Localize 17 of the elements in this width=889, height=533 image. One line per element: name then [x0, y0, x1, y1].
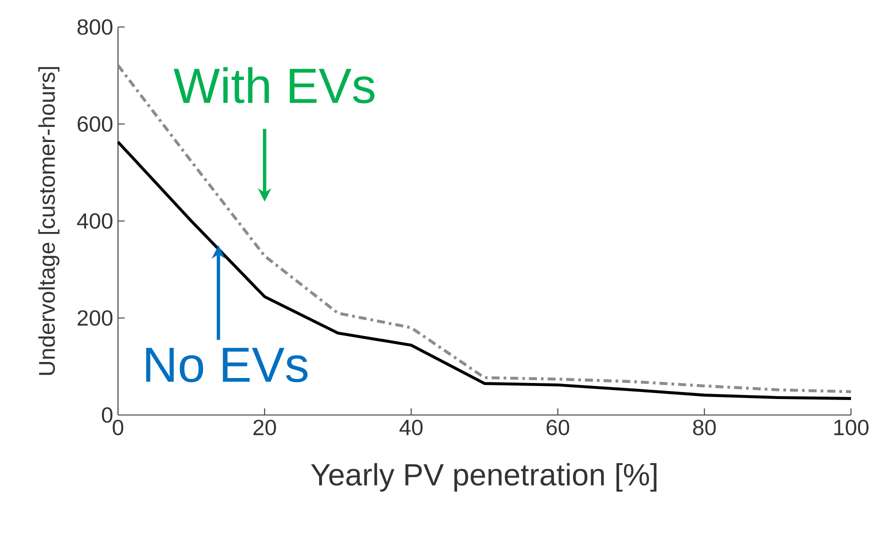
x-tick-label: 60	[546, 420, 570, 436]
x-tick-label: 20	[253, 420, 276, 436]
y-tick-label: 800	[78, 19, 112, 35]
x-tick-label: 40	[399, 420, 423, 436]
x-tick-label: 80	[693, 420, 716, 436]
x-axis-title: Yearly PV penetration [%]	[311, 463, 656, 492]
y-tick-label: 0	[102, 407, 112, 423]
x-tick-label: 100	[834, 420, 868, 436]
y-tick-label: 200	[78, 310, 112, 326]
y-tick-label: 600	[78, 116, 112, 132]
line-series	[116, 140, 852, 400]
series-label: No EVs	[146, 348, 308, 382]
x-tick-label: 0	[112, 420, 124, 436]
line-series	[116, 64, 852, 394]
y-tick-label: 400	[77, 213, 112, 229]
y-axis-title: Undervoltage [customer-hours]	[38, 67, 60, 375]
series-label: With EVs	[174, 67, 374, 104]
